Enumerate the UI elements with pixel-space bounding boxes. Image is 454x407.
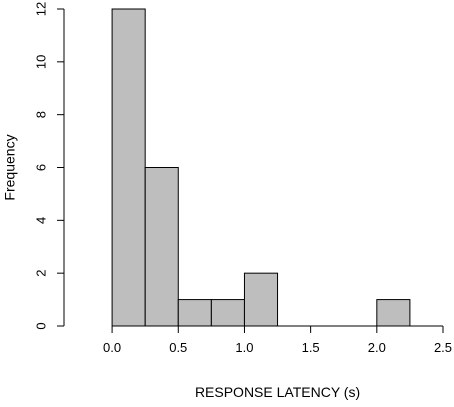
y-tick-label-1: 2 xyxy=(33,270,48,277)
x-tick-label-4: 2.0 xyxy=(368,340,386,355)
histogram-bar-1 xyxy=(144,167,179,327)
histogram-bar-8 xyxy=(376,299,411,327)
x-tick-label-2: 1.0 xyxy=(235,340,253,355)
histogram-bar-4 xyxy=(243,272,279,327)
x-axis-title: RESPONSE LATENCY (s) xyxy=(195,384,360,400)
histogram-bar-2 xyxy=(177,299,212,327)
histogram-bars xyxy=(111,8,411,327)
x-tick-label-1: 0.5 xyxy=(169,340,187,355)
y-tick-label-5: 10 xyxy=(33,55,48,69)
y-tick-label-6: 12 xyxy=(33,2,48,16)
y-tick-label-2: 4 xyxy=(33,217,48,224)
histogram-bar-3 xyxy=(210,299,245,327)
y-tick-label-4: 8 xyxy=(33,111,48,118)
x-tick-label-5: 2.5 xyxy=(434,340,452,355)
x-tick-label-0: 0.0 xyxy=(103,340,121,355)
y-axis: 0 2 4 6 8 10 12 xyxy=(33,2,65,330)
y-tick-label-3: 6 xyxy=(33,164,48,171)
y-tick-label-0: 0 xyxy=(33,322,48,329)
x-axis: 0.0 0.5 1.0 1.5 2.0 2.5 xyxy=(103,325,452,355)
x-tick-label-3: 1.5 xyxy=(302,340,320,355)
y-axis-title: Frequency xyxy=(2,134,18,200)
histogram-bar-0 xyxy=(111,8,146,327)
